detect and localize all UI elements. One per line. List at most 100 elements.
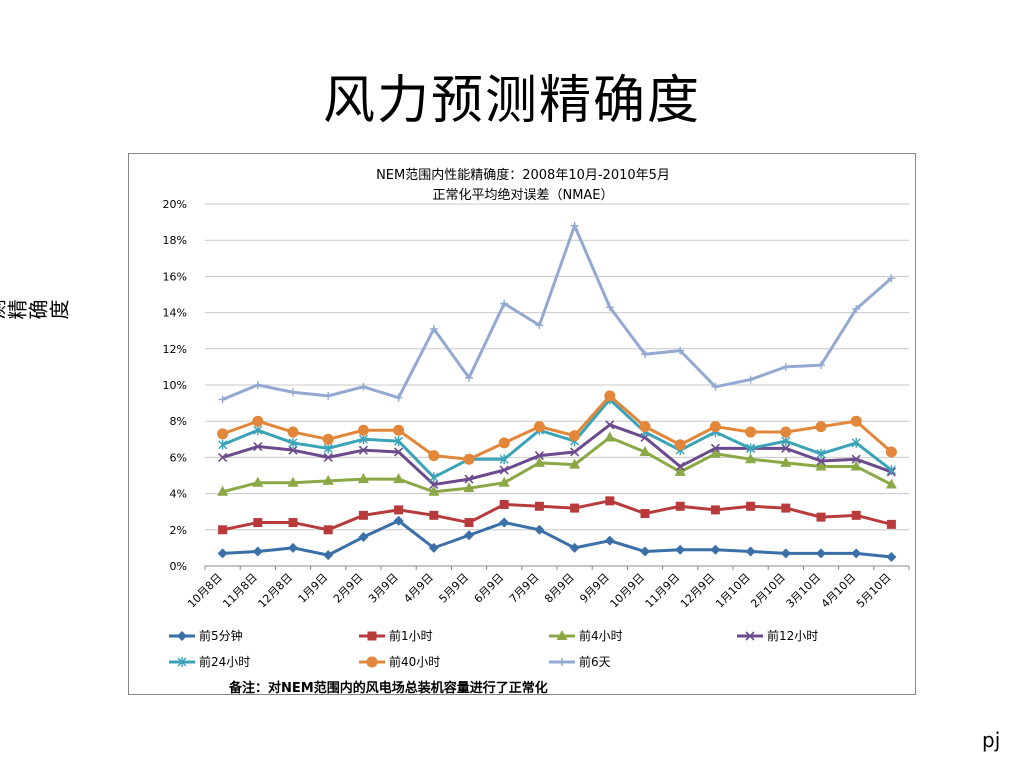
- data-point: [709, 447, 721, 458]
- data-point: [640, 509, 650, 519]
- data-point: [605, 420, 615, 430]
- data-point: [780, 456, 792, 467]
- x-tick-label: 1月9日: [296, 571, 331, 606]
- data-point: [499, 499, 509, 509]
- legend-entry: 前24小时: [199, 654, 250, 669]
- data-point: [885, 446, 897, 458]
- data-point: [781, 362, 790, 371]
- data-point: [358, 434, 368, 445]
- x-tick-label: 7月9日: [507, 571, 542, 606]
- data-point: [533, 421, 545, 433]
- data-point: [218, 395, 227, 404]
- data-point: [533, 456, 545, 467]
- data-point: [394, 447, 404, 457]
- chart-frame: NEM范围内性能精确度：2008年10月-2010年5月 正常化平均绝对误差（N…: [128, 153, 916, 696]
- x-tick-label: 9月9日: [577, 571, 612, 606]
- data-point: [218, 439, 228, 450]
- chart-footnote: 备注：对NEM范围内的风电场总装机容量进行了正常化: [229, 681, 548, 696]
- data-point: [357, 473, 369, 484]
- x-tick-label: 2月10日: [748, 571, 788, 611]
- data-point: [569, 430, 581, 442]
- x-tick-label: 10月9日: [608, 571, 648, 611]
- data-point: [710, 505, 720, 515]
- y-tick-label: 10%: [163, 379, 187, 392]
- y-tick-label: 16%: [163, 270, 187, 283]
- data-point: [393, 515, 404, 526]
- y-tick-label: 6%: [170, 451, 187, 464]
- data-point: [852, 304, 861, 313]
- data-point: [569, 458, 581, 469]
- series-line-4: [222, 423, 892, 487]
- data-point: [358, 510, 368, 520]
- data-point: [887, 274, 896, 283]
- data-point: [358, 445, 368, 455]
- legend-swatch-marker: [366, 656, 378, 668]
- data-point: [218, 452, 228, 462]
- data-point: [394, 505, 404, 515]
- x-tick-label: 3月10日: [784, 571, 824, 611]
- data-point: [393, 473, 405, 484]
- data-point: [817, 361, 825, 370]
- slide-title: 风力预测精确度: [322, 71, 701, 131]
- y-tick-label: 18%: [163, 234, 187, 247]
- data-point: [287, 476, 299, 487]
- data-point: [359, 382, 368, 391]
- data-point: [393, 424, 405, 436]
- data-point: [746, 375, 755, 384]
- x-tick-label: 11月8日: [220, 571, 260, 611]
- data-point: [288, 445, 298, 455]
- data-point: [534, 501, 544, 511]
- data-point: [745, 453, 757, 464]
- y-axis-title: 预测精确度: [0, 299, 72, 320]
- data-point: [885, 478, 897, 489]
- data-point: [252, 415, 264, 427]
- legend-swatch-marker: [745, 631, 755, 641]
- data-point: [429, 472, 439, 483]
- data-point: [464, 530, 474, 541]
- data-point: [499, 465, 509, 475]
- data-point: [428, 485, 440, 496]
- data-point: [710, 443, 720, 453]
- data-point: [745, 426, 757, 438]
- data-point: [429, 479, 439, 490]
- x-tick-label: 11月9日: [643, 571, 683, 611]
- series-line-1: [222, 519, 892, 559]
- legend-swatch-marker: [177, 657, 187, 667]
- x-tick-label: 3月9日: [366, 571, 401, 606]
- data-point: [534, 451, 544, 461]
- data-point: [850, 460, 862, 471]
- legend-swatch-marker: [558, 658, 566, 666]
- data-point: [745, 546, 756, 557]
- data-point: [746, 501, 756, 511]
- series-line-7: [222, 224, 893, 401]
- x-tick-label: 4月10日: [819, 571, 859, 611]
- data-point: [287, 426, 299, 438]
- data-point: [322, 433, 334, 445]
- data-point: [499, 517, 510, 528]
- data-point: [780, 548, 791, 559]
- data-point: [464, 518, 474, 528]
- x-tick-label: 10月8日: [185, 571, 225, 611]
- x-tick-label: 12月8日: [256, 571, 296, 611]
- data-point: [570, 447, 580, 457]
- x-tick-label: 12月9日: [678, 571, 718, 611]
- y-tick-label: 20%: [163, 198, 187, 211]
- data-point: [428, 542, 439, 553]
- data-point: [253, 441, 263, 452]
- data-point: [429, 324, 438, 333]
- data-point: [639, 445, 651, 456]
- x-tick-label: 2月9日: [331, 571, 366, 606]
- data-point: [674, 439, 686, 451]
- legend-swatch-marker: [367, 631, 377, 641]
- legend-swatch-marker: [177, 631, 187, 641]
- data-point: [323, 452, 333, 462]
- x-tick-label: 1月10日: [713, 571, 753, 611]
- data-point: [253, 381, 262, 389]
- data-point: [253, 425, 263, 436]
- data-point: [816, 512, 826, 522]
- data-point: [499, 454, 509, 465]
- data-point: [816, 548, 826, 559]
- data-point: [815, 421, 827, 433]
- x-tick-label: 6月9日: [472, 571, 507, 606]
- data-point: [675, 544, 686, 555]
